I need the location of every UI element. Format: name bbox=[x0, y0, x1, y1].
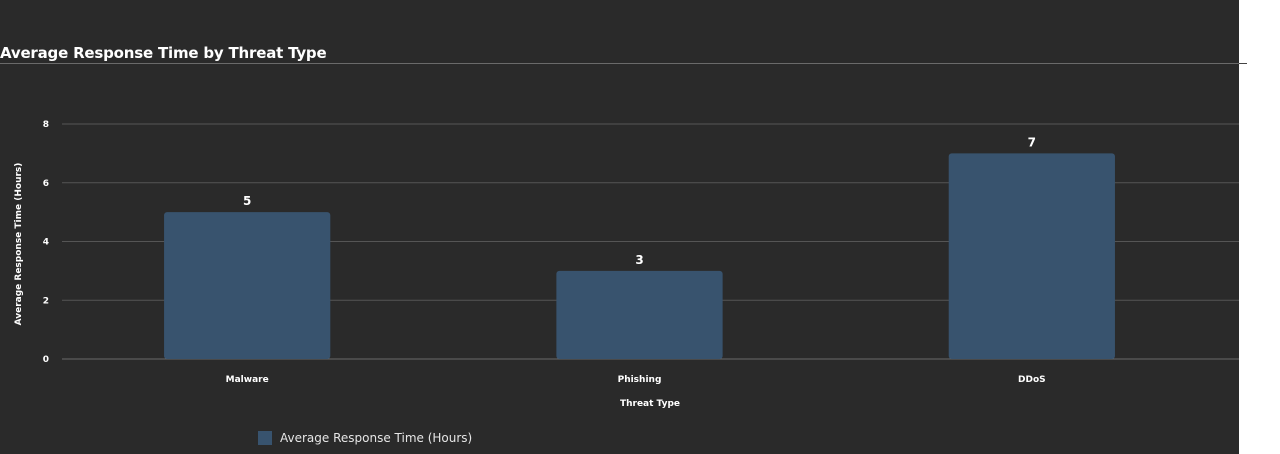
y-tick-label: 6 bbox=[43, 179, 49, 189]
data-label-phishing: 3 bbox=[635, 253, 643, 267]
title-divider bbox=[0, 63, 1239, 64]
y-tick-label: 0 bbox=[43, 355, 49, 365]
y-tick-label: 8 bbox=[43, 120, 49, 130]
x-tick-label-ddos: DDoS bbox=[1018, 375, 1046, 385]
bar-ddos[interactable] bbox=[948, 153, 1115, 359]
bar-malware[interactable] bbox=[164, 212, 331, 359]
data-label-malware: 5 bbox=[243, 194, 251, 208]
title-divider-tail bbox=[1239, 63, 1247, 64]
data-label-ddos: 7 bbox=[1028, 135, 1036, 149]
bars bbox=[164, 153, 1115, 359]
y-axis-title: Average Response Time (Hours) bbox=[14, 163, 24, 326]
y-axis-ticks: 0 2 4 6 8 bbox=[43, 120, 49, 365]
x-axis-ticks: Malware Phishing DDoS bbox=[226, 375, 1046, 385]
x-tick-label-phishing: Phishing bbox=[618, 375, 662, 385]
y-tick-label: 4 bbox=[43, 238, 49, 248]
legend[interactable]: Average Response Time (Hours) bbox=[258, 431, 472, 445]
bar-chart: 0 2 4 6 8 5 3 7 Malware Phishing DDoS Threat Typ… bbox=[14, 120, 1239, 409]
chart-panel: Average Response Time by Threat Type 0 2 4… bbox=[0, 0, 1239, 454]
x-tick-label-malware: Malware bbox=[226, 375, 269, 385]
legend-swatch bbox=[258, 431, 272, 445]
chart-title: Average Response Time by Threat Type bbox=[0, 44, 327, 62]
x-axis-title: Threat Type bbox=[620, 399, 680, 409]
y-tick-label: 2 bbox=[43, 296, 49, 306]
bar-phishing[interactable] bbox=[556, 270, 723, 359]
legend-label: Average Response Time (Hours) bbox=[280, 431, 473, 445]
data-labels: 5 3 7 bbox=[243, 135, 1036, 267]
